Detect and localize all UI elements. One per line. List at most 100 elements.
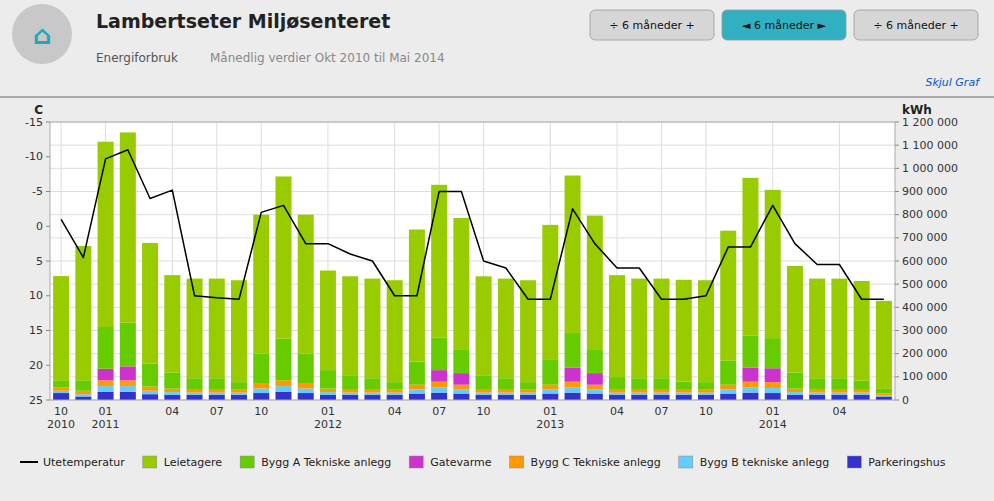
hide-chart-link[interactable]: Skjul Graf — [925, 76, 981, 89]
bar-segment — [565, 387, 581, 392]
y-tick-label: 1 200 000 — [902, 116, 958, 129]
x-tick-label: 10 — [254, 405, 268, 418]
bar-segment — [565, 368, 581, 382]
bar-segment — [164, 392, 180, 395]
bar-segment — [409, 362, 425, 385]
bar-segment — [587, 350, 603, 373]
bar-segment — [275, 380, 291, 386]
grid — [50, 122, 895, 400]
bar-segment — [187, 378, 203, 390]
bar-segment — [476, 276, 492, 376]
bar-segment — [342, 395, 358, 400]
bar-segment — [453, 373, 469, 385]
bar-segment — [75, 246, 91, 380]
bar-segment — [676, 382, 692, 390]
bar-segment — [854, 395, 870, 400]
bar-segment — [98, 142, 114, 327]
bar-segment — [231, 280, 247, 382]
y-tick-label: 400 000 — [902, 301, 948, 314]
bar-segment — [498, 390, 514, 393]
bar-segment — [431, 387, 447, 392]
bar-segment — [476, 395, 492, 400]
bar-segment — [364, 279, 380, 379]
bar-segment — [120, 392, 136, 400]
y-tick-label: 1 000 000 — [902, 162, 958, 175]
y2-tick-label: -10 — [25, 150, 43, 163]
y-tick — [895, 168, 899, 169]
home-icon[interactable]: ⌂ — [33, 20, 52, 50]
period-button-label[interactable]: ÷ 6 måneder + — [873, 19, 958, 32]
bar-segment — [453, 218, 469, 350]
bar-segment — [453, 385, 469, 390]
bar-segment — [431, 370, 447, 382]
y2-tick — [46, 191, 50, 192]
bar-segment — [342, 276, 358, 376]
marks — [53, 132, 892, 400]
bar-segment — [275, 339, 291, 381]
bar-segment — [387, 395, 403, 400]
bar-segment — [676, 393, 692, 395]
y-tick — [895, 191, 899, 192]
bar-segment — [876, 397, 892, 400]
bar-segment — [98, 380, 114, 386]
y-tick-label: 100 000 — [902, 370, 948, 383]
bar-segment — [720, 231, 736, 361]
x-axis: 1020100120110407100120120407100120130407… — [47, 405, 846, 431]
period-button-label[interactable]: ÷ 6 måneder + — [609, 19, 694, 32]
bar-segment — [320, 370, 336, 389]
bar-segment — [565, 382, 581, 388]
bar-segment — [854, 381, 870, 390]
y-axis: 0100 000200 000300 000400 000500 000600 … — [895, 103, 958, 407]
bar-segment — [565, 333, 581, 368]
tick-label-line: 2013 — [536, 418, 564, 431]
y2-tick — [46, 122, 50, 123]
bar-segment — [654, 390, 670, 393]
bar-segment — [609, 275, 625, 377]
bar-segment — [409, 385, 425, 390]
period-button[interactable] — [722, 10, 846, 40]
legend-item: Parkeringshus — [847, 456, 945, 469]
home-icon-bg — [12, 4, 72, 64]
x-tick-label: 10 — [477, 405, 491, 418]
period-button[interactable] — [590, 10, 714, 40]
x-tick-label: 012014 — [759, 405, 787, 431]
bar-segment — [98, 327, 114, 369]
chart: ⌂Lambertseter MiljøsenteretEnergiforbruk… — [0, 0, 994, 501]
period-button[interactable] — [854, 10, 978, 40]
bar-segment — [831, 378, 847, 390]
legend-label: Bygg B tekniske anlegg — [700, 456, 830, 469]
y-axis-label: kWh — [902, 103, 932, 117]
x-tick-label: 012013 — [536, 405, 564, 431]
bar-segment — [209, 378, 225, 390]
legend-swatch — [847, 456, 861, 468]
y-tick — [895, 330, 899, 331]
bar-segment — [765, 338, 781, 368]
bar-segment — [142, 394, 158, 400]
y-tick — [895, 307, 899, 308]
period-button-label[interactable]: ◄ 6 måneder ► — [742, 19, 826, 32]
bar-segment — [209, 395, 225, 400]
bar-segment — [53, 276, 69, 380]
y-tick — [895, 145, 899, 146]
bar-segment — [498, 395, 514, 400]
bar-segment — [364, 378, 380, 390]
background — [0, 0, 994, 501]
bar-segment — [542, 389, 558, 393]
legend-label: Bygg C Tekniske anlegg — [531, 456, 661, 469]
y2-tick — [46, 330, 50, 331]
bar-segment — [476, 393, 492, 395]
y-tick-label: 300 000 — [902, 324, 948, 337]
bar-segment — [809, 395, 825, 400]
tick-label-line: 01 — [99, 405, 113, 418]
y2-tick-label: 0 — [36, 220, 43, 233]
bar-segment — [631, 378, 647, 390]
bar-segment — [765, 382, 781, 388]
bar-segment — [98, 369, 114, 381]
legend: UtetemperaturLeietagereBygg A Tekniske a… — [20, 456, 946, 469]
bar-segment — [809, 390, 825, 393]
legend-swatch — [679, 456, 693, 468]
bar-segment — [320, 392, 336, 395]
bar-segment — [787, 266, 803, 373]
bar-segment — [587, 385, 603, 390]
bar-segment — [164, 275, 180, 372]
